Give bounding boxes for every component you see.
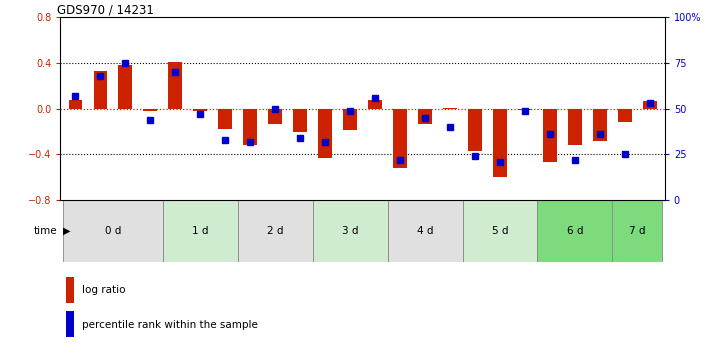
Bar (538, 200, 612, 262)
Bar (493, 109, 507, 177)
Text: 0 d: 0 d (105, 226, 121, 236)
Bar (68, 99, 82, 109)
Text: 7 d: 7 d (629, 226, 646, 236)
Bar (612, 200, 662, 262)
Bar (368, 99, 382, 109)
Bar (543, 109, 557, 162)
Text: 6 d: 6 d (567, 226, 583, 236)
Bar (343, 109, 357, 130)
Text: log ratio: log ratio (82, 285, 125, 295)
Text: GDS970 / 14231: GDS970 / 14231 (58, 3, 154, 16)
Text: time: time (33, 226, 57, 236)
Bar (67, 277, 74, 303)
Bar (94, 71, 107, 109)
Bar (319, 109, 332, 158)
Bar (593, 109, 606, 141)
Bar (618, 109, 631, 122)
Bar (243, 109, 257, 145)
Bar (393, 109, 407, 168)
Bar (313, 200, 387, 262)
Bar (518, 109, 532, 110)
Bar (643, 101, 657, 109)
Bar (169, 62, 182, 109)
Text: 3 d: 3 d (342, 226, 358, 236)
Bar (67, 311, 74, 337)
Bar (268, 109, 282, 124)
Bar (387, 200, 462, 262)
Text: 4 d: 4 d (417, 226, 433, 236)
Bar (468, 109, 482, 151)
Bar (294, 109, 307, 131)
Bar (218, 109, 232, 129)
Bar (119, 65, 132, 109)
Bar (163, 200, 237, 262)
Bar (237, 200, 313, 262)
Bar (63, 200, 163, 262)
Text: percentile rank within the sample: percentile rank within the sample (82, 319, 257, 329)
Bar (568, 109, 582, 145)
Bar (462, 200, 538, 262)
Text: 2 d: 2 d (267, 226, 284, 236)
Text: ▶: ▶ (63, 226, 71, 236)
Bar (193, 109, 207, 111)
Text: 1 d: 1 d (192, 226, 208, 236)
Bar (418, 109, 432, 124)
Bar (144, 109, 157, 111)
Bar (443, 108, 457, 109)
Text: 5 d: 5 d (492, 226, 508, 236)
